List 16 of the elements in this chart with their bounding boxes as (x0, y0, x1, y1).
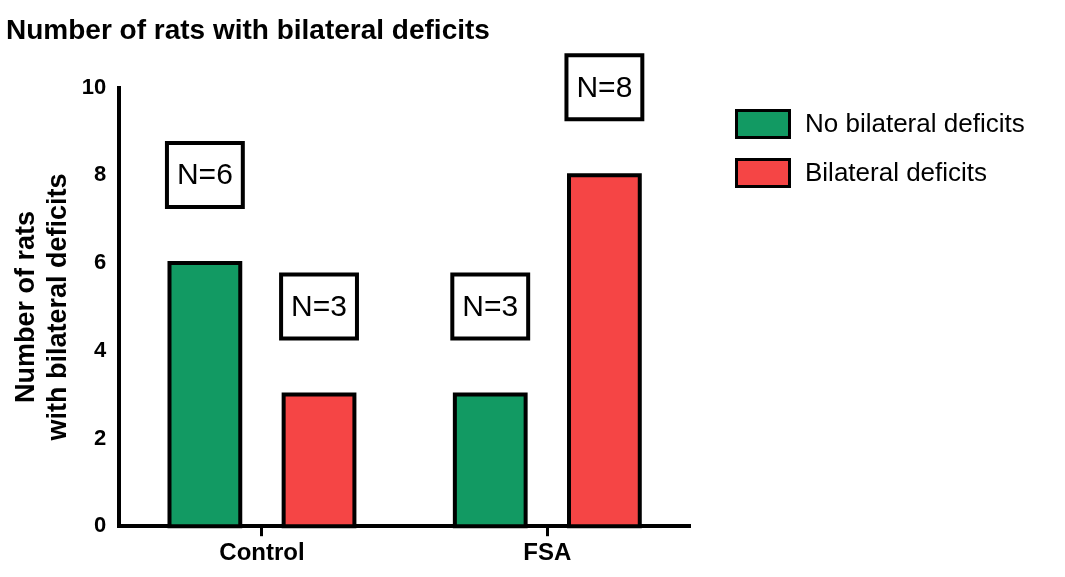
legend-label: No bilateral deficits (805, 108, 1025, 139)
x-tick-label: FSA (523, 538, 572, 566)
y-tick-label: 4 (94, 336, 108, 362)
y-tick-label: 2 (94, 424, 107, 450)
y-tick-label: 8 (94, 161, 107, 187)
y-axis-title: Number of rats with bilateral deficits (9, 173, 73, 442)
y-tick-label: 6 (94, 249, 107, 275)
y-tick-label: 10 (81, 73, 107, 99)
y-tick-label: 0 (94, 512, 107, 538)
x-tick-label: Control (219, 538, 305, 566)
data-label: N=6 (176, 157, 233, 191)
data-label: N=3 (462, 288, 519, 322)
data-label: N=3 (291, 288, 347, 322)
legend-label: Bilateral deficits (805, 157, 988, 188)
chart-title: Number of rats with bilateral deficits (6, 13, 490, 45)
data-label: N=8 (576, 69, 633, 103)
